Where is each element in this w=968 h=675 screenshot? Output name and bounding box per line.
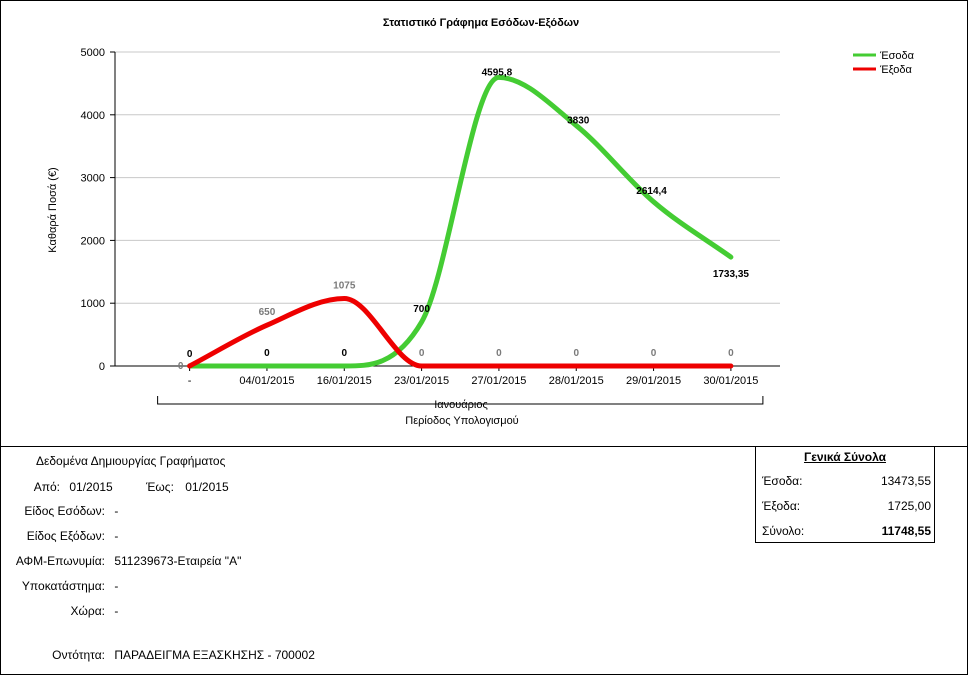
y-tick-label: 5000 (81, 47, 105, 59)
from-row: Από: 01/2015 (0, 480, 113, 494)
totals-expense-value: 1725,00 (887, 499, 931, 513)
entity-label: Οντότητα: (52, 648, 105, 662)
legend-label-2: Έξοδα (879, 64, 912, 76)
totals-sum-value: 11748,55 (881, 524, 931, 538)
to-label: Έως: (146, 480, 174, 494)
gridlines (115, 51, 780, 304)
data-label: 1733,35 (713, 269, 750, 280)
legend: Έσοδα Έξοδα (853, 50, 915, 76)
expense-type-row: Είδος Εξόδων: - (0, 529, 119, 543)
totals-income-value: 13473,55 (880, 474, 931, 488)
data-label: 0 (187, 349, 193, 360)
series-line-2 (187, 296, 734, 369)
country-row: Χώρα: - (0, 604, 119, 618)
data-label: 0 (419, 348, 425, 359)
x-group-bracket (157, 396, 764, 405)
totals-expense-label: Έξοδα: (762, 499, 801, 513)
data-label: 1075 (333, 280, 356, 291)
data-label: 0 (178, 361, 184, 372)
afm-row: ΑΦΜ-Επωνυμία: 511239673-Εταιρεία "Α" (0, 554, 241, 568)
data-label: 2614,4 (636, 186, 667, 197)
country-label: Χώρα: (70, 604, 105, 618)
data-label: 4595,8 (482, 67, 513, 78)
x-axis-label: Περίοδος Υπολογισμού (405, 415, 518, 427)
to-value: 01/2015 (185, 480, 229, 494)
afm-label: ΑΦΜ-Επωνυμία: (15, 554, 105, 568)
series-line-1 (187, 74, 734, 369)
totals-sum-label: Σύνολο: (762, 524, 805, 538)
data-label: 0 (728, 348, 734, 359)
y-tick-label: 4000 (81, 110, 105, 122)
data-label: 3830 (567, 115, 590, 126)
data-label: 0 (496, 348, 502, 359)
entity-value: ΠΑΡΑΔΕΙΓΜΑ ΕΞΑΣΚΗΣΗΣ - 700002 (114, 648, 315, 662)
data-label: 0 (573, 348, 579, 359)
y-tick-label: 0 (99, 361, 105, 373)
data-label: 650 (259, 307, 276, 318)
totals-box: Γενικά Σύνολα Έσοδα: 13473,55 Έξοδα: 172… (755, 446, 935, 543)
legend-label-1: Έσοδα (879, 50, 915, 62)
x-tick-label: - (188, 375, 192, 387)
income-type-row: Είδος Εσόδων: - (0, 504, 118, 518)
data-label: 700 (413, 304, 430, 315)
data-label: 0 (341, 348, 347, 359)
from-label: Από: (33, 480, 60, 494)
country-value: - (114, 604, 119, 618)
income-type-value: - (114, 504, 119, 518)
branch-value: - (114, 579, 119, 593)
expense-type-value: - (114, 529, 119, 543)
afm-value: 511239673-Εταιρεία "Α" (114, 554, 242, 568)
chart-title: Στατιστικό Γράφημα Εσόδων-Εξόδων (383, 17, 579, 29)
from-value: 01/2015 (69, 480, 113, 494)
x-tick-label: 29/01/2015 (626, 375, 681, 387)
x-tick-label: 27/01/2015 (471, 375, 526, 387)
x-tick-label: 04/01/2015 (239, 375, 294, 387)
data-label: 0 (651, 348, 657, 359)
x-tick-label: 30/01/2015 (703, 375, 758, 387)
axes: 0 1000 2000 3000 4000 5000 - 04/01/2015 16/01/20… (81, 47, 780, 405)
y-axis-label: Καθαρά Ποσά (€) (47, 167, 59, 252)
info-heading: Δεδομένα Δημιουργίας Γραφήματος (36, 454, 226, 468)
x-tick-label: 28/01/2015 (549, 375, 604, 387)
entity-row: Οντότητα: ΠΑΡΑΔΕΙΓΜΑ ΕΞΑΣΚΗΣΗΣ - 700002 (0, 648, 315, 662)
x-tick-label: 16/01/2015 (317, 375, 372, 387)
expense-type-label: Είδος Εξόδων: (26, 529, 105, 543)
income-type-label: Είδος Εσόδων: (24, 504, 105, 518)
branch-label: Υποκατάστημα: (21, 579, 105, 593)
totals-income-label: Έσοδα: (762, 474, 803, 488)
y-tick-label: 2000 (81, 235, 105, 247)
totals-title: Γενικά Σύνολα (803, 450, 886, 464)
separator-line (0, 446, 968, 447)
to-row: Έως: 01/2015 (146, 480, 229, 494)
y-tick-label: 3000 (81, 173, 105, 185)
data-label: 0 (264, 348, 270, 359)
x-tick-label: 23/01/2015 (394, 375, 449, 387)
y-tick-label: 1000 (81, 298, 105, 310)
series-lines (187, 74, 734, 369)
branch-row: Υποκατάστημα: - (0, 579, 118, 593)
chart: Στατιστικό Γράφημα Εσόδων-Εξόδων Καθαρά … (47, 17, 915, 427)
x-group-label: Ιανουάριος (434, 399, 488, 411)
